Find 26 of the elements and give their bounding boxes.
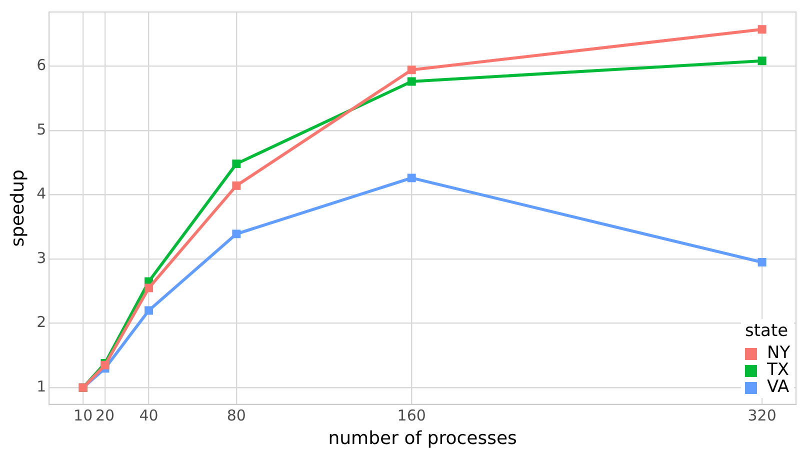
legend-title: state	[745, 321, 790, 342]
point	[407, 174, 416, 182]
point	[758, 25, 766, 34]
point	[232, 181, 241, 190]
y-tick-label: 2	[36, 313, 46, 332]
x-tick-label: 40	[139, 406, 158, 424]
x-tick-label: 10	[74, 406, 93, 424]
point	[144, 284, 154, 292]
point	[407, 77, 416, 86]
point	[144, 306, 154, 315]
x-axis-title: number of processes	[328, 428, 517, 449]
point	[232, 230, 241, 238]
y-tick-label: 3	[36, 248, 46, 267]
y-axis-title: speedup	[7, 170, 28, 247]
y-tick-label: 1	[36, 378, 46, 396]
point	[407, 66, 416, 74]
y-tick-label: 5	[36, 120, 46, 138]
x-tick-label: 320	[748, 406, 776, 424]
x-tick-label: 80	[226, 406, 246, 424]
point	[232, 160, 241, 168]
x-tick-label: 20	[95, 406, 115, 424]
point	[758, 258, 766, 266]
y-tick-label: 4	[36, 184, 46, 203]
y-tick-label: 6	[36, 56, 46, 74]
x-tick-label: 160	[397, 406, 426, 424]
point	[758, 56, 766, 66]
